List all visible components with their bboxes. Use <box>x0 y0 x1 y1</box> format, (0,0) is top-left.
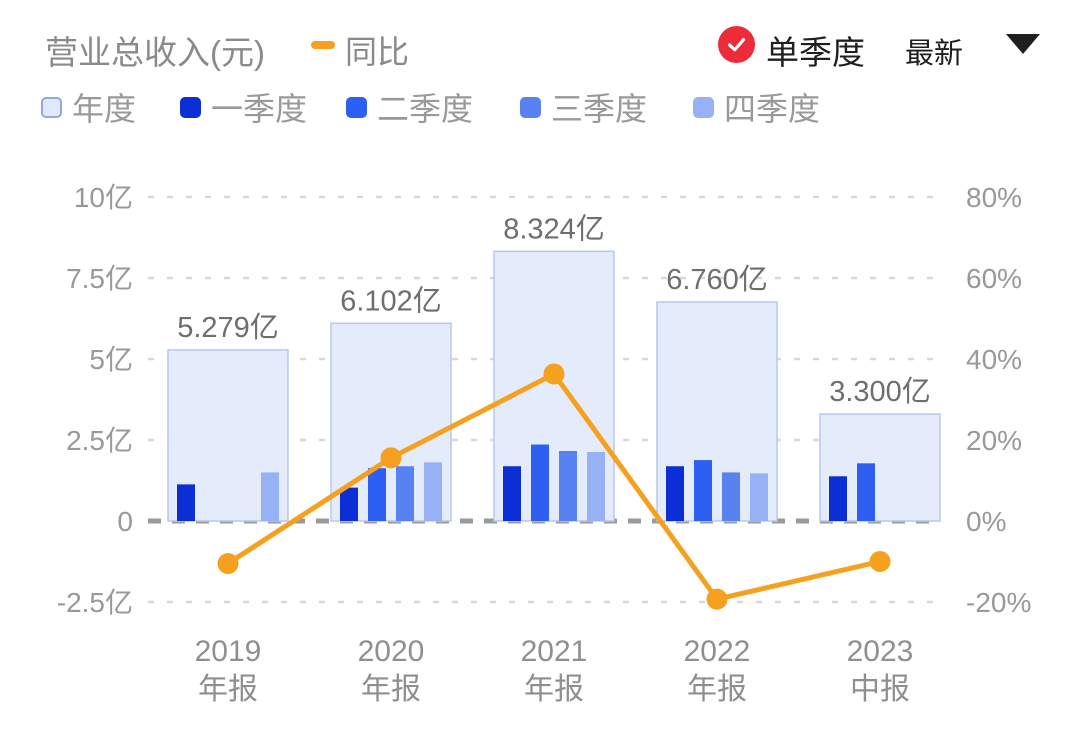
q4-legend-swatch <box>693 96 714 118</box>
legend-item-annual: 年度 <box>41 84 136 130</box>
quarter-bar-q3-2022 <box>722 472 740 521</box>
annual-value-label: 3.300亿 <box>829 375 931 408</box>
legend-item-q2: 二季度 <box>346 84 473 130</box>
quarter-bar-q3-2021 <box>559 451 577 521</box>
right-axis-tick: 60% <box>966 263 1022 294</box>
quarter-bar-q2-2021 <box>531 444 549 521</box>
left-axis-tick: -2.5亿 <box>57 587 133 618</box>
right-axis-tick: 0% <box>966 506 1006 537</box>
annual-legend-label: 年度 <box>72 91 137 127</box>
q4-legend-label: 四季度 <box>724 91 821 127</box>
x-axis-label-year: 2020 <box>358 635 425 668</box>
quarter-bar-q2-2022 <box>694 460 712 521</box>
x-axis-label-period: 年报 <box>687 673 747 706</box>
left-axis-tick: 10亿 <box>74 182 133 213</box>
q1-legend-swatch <box>180 96 201 118</box>
quarter-bar-q4-2020 <box>424 462 442 521</box>
x-axis-label-period: 中报 <box>850 673 910 706</box>
yoy-line-legend-swatch <box>311 41 335 49</box>
single-quarter-label[interactable]: 单季度 <box>766 34 865 71</box>
x-axis-label-year: 2022 <box>684 635 751 668</box>
yoy-point-2023 <box>869 551 891 572</box>
quarter-bar-q4-2022 <box>750 473 768 521</box>
quarter-bar-q1-2020 <box>340 487 358 521</box>
right-axis-tick: 40% <box>966 344 1022 375</box>
legend-item-q3: 三季度 <box>520 84 647 130</box>
right-axis-tick: 80% <box>966 182 1022 213</box>
x-axis-label-year: 2023 <box>847 635 914 668</box>
quarter-bar-q1-2019 <box>177 484 195 521</box>
quarter-bar-q1-2022 <box>666 466 684 521</box>
quarter-bar-q4-2019 <box>261 472 279 521</box>
yoy-point-2021 <box>543 363 565 385</box>
annual-value-label: 5.279亿 <box>177 311 279 344</box>
yoy-point-2019 <box>217 553 239 575</box>
yoy-point-2020 <box>380 447 402 469</box>
x-axis-label-period: 年报 <box>524 673 584 706</box>
annual-value-label: 6.760亿 <box>666 263 768 296</box>
quarter-bar-q1-2023 <box>829 476 847 521</box>
quarter-bar-q3-2020 <box>396 466 414 521</box>
annual-value-label: 6.102亿 <box>340 284 442 317</box>
quarter-bar-q2-2023 <box>857 463 875 521</box>
chevron-down-icon[interactable] <box>1006 34 1040 54</box>
left-axis-tick: 0 <box>117 506 133 537</box>
annual-value-label: 8.324亿 <box>503 212 605 245</box>
q2-legend-label: 二季度 <box>377 91 474 127</box>
chart-title: 营业总收入(元) <box>45 34 265 71</box>
q3-legend-swatch <box>520 96 541 118</box>
legend-item-q1: 一季度 <box>180 84 307 130</box>
x-axis-label-year: 2021 <box>521 635 588 668</box>
yoy-line-legend-label: 同比 <box>345 34 410 70</box>
left-axis-tick: 5亿 <box>89 344 133 375</box>
right-axis-tick: 20% <box>966 425 1022 456</box>
x-axis-label-period: 年报 <box>198 673 258 706</box>
q3-legend-label: 三季度 <box>551 91 648 127</box>
quarter-bar-q4-2021 <box>587 451 605 521</box>
x-axis-label-year: 2019 <box>195 635 262 668</box>
single-quarter-checkbox[interactable] <box>718 26 755 63</box>
q2-legend-swatch <box>346 96 367 118</box>
q1-legend-label: 一季度 <box>211 91 308 127</box>
yoy-point-2022 <box>706 588 728 610</box>
left-axis-tick: 2.5亿 <box>66 425 133 456</box>
quarter-bar-q2-2020 <box>368 468 386 521</box>
legend-item-q4: 四季度 <box>693 84 820 130</box>
left-axis-tick: 7.5亿 <box>66 263 133 294</box>
right-axis-tick: -20% <box>966 587 1031 618</box>
quarter-bar-q1-2021 <box>503 466 521 521</box>
check-icon <box>727 38 746 52</box>
latest-sort-label[interactable]: 最新 <box>905 38 964 70</box>
x-axis-label-period: 年报 <box>361 673 421 706</box>
annual-legend-swatch <box>41 96 62 118</box>
